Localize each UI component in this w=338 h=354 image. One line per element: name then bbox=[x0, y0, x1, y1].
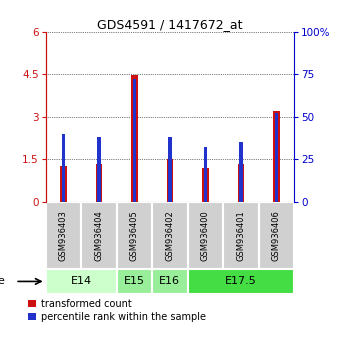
Bar bbox=[223, 202, 259, 269]
Text: age: age bbox=[0, 276, 5, 286]
Text: GSM936404: GSM936404 bbox=[94, 210, 103, 261]
Bar bbox=[238, 164, 244, 202]
Text: E15: E15 bbox=[124, 276, 145, 286]
Text: GSM936405: GSM936405 bbox=[130, 210, 139, 261]
Bar bbox=[131, 75, 138, 202]
Text: GSM936403: GSM936403 bbox=[59, 210, 68, 261]
Bar bbox=[152, 202, 188, 269]
Bar bbox=[117, 202, 152, 269]
Legend: transformed count, percentile rank within the sample: transformed count, percentile rank withi… bbox=[28, 299, 206, 322]
Text: GSM936401: GSM936401 bbox=[236, 210, 245, 261]
Bar bbox=[96, 164, 102, 202]
Bar bbox=[203, 147, 207, 202]
Text: E17.5: E17.5 bbox=[225, 276, 257, 286]
Title: GDS4591 / 1417672_at: GDS4591 / 1417672_at bbox=[97, 18, 243, 31]
Text: GSM936402: GSM936402 bbox=[165, 210, 174, 261]
Bar bbox=[97, 137, 101, 202]
Bar bbox=[60, 166, 67, 202]
Bar bbox=[117, 269, 152, 294]
Bar bbox=[168, 137, 172, 202]
Bar bbox=[273, 110, 280, 202]
Bar bbox=[202, 169, 209, 202]
Text: E14: E14 bbox=[71, 276, 92, 286]
Bar bbox=[132, 79, 136, 202]
Bar bbox=[167, 159, 173, 202]
Bar bbox=[259, 202, 294, 269]
Bar bbox=[188, 202, 223, 269]
Bar bbox=[81, 202, 117, 269]
Bar bbox=[188, 269, 294, 294]
Bar bbox=[62, 134, 65, 202]
Bar bbox=[274, 113, 278, 202]
Text: GSM936400: GSM936400 bbox=[201, 210, 210, 261]
Bar bbox=[46, 202, 81, 269]
Text: GSM936406: GSM936406 bbox=[272, 210, 281, 261]
Bar bbox=[46, 269, 117, 294]
Bar bbox=[152, 269, 188, 294]
Bar bbox=[239, 142, 243, 202]
Text: E16: E16 bbox=[159, 276, 180, 286]
